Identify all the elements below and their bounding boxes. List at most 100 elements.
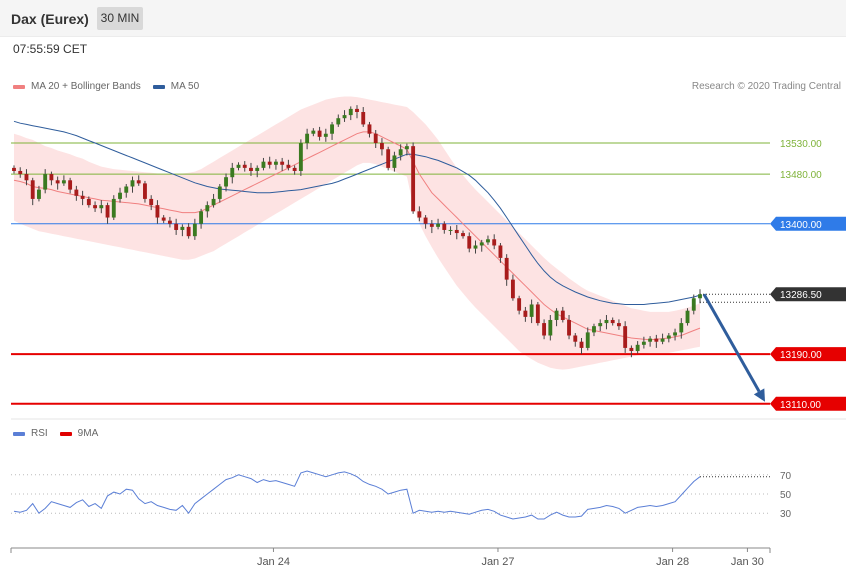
- candle-up: [230, 167, 235, 178]
- candle-up: [673, 332, 677, 336]
- level-label: 13530.00: [780, 139, 822, 150]
- candle-down: [573, 335, 578, 342]
- ma20-legend-label: MA 20 + Bollinger Bands: [31, 81, 141, 92]
- candle-down: [86, 198, 91, 206]
- candle-up: [635, 344, 640, 352]
- level-tag: [770, 396, 846, 411]
- candle-down: [55, 180, 60, 184]
- candle-up: [486, 239, 490, 243]
- candle-down: [167, 220, 172, 224]
- level-label: 13286.50: [780, 290, 822, 301]
- candle-down: [380, 143, 384, 150]
- candle-up: [691, 298, 696, 311]
- x-axis-label: Jan 27: [481, 556, 514, 568]
- projection-layer: [702, 293, 765, 402]
- candle-up: [529, 304, 534, 317]
- candle-up: [180, 226, 185, 230]
- candle-up: [648, 338, 653, 342]
- candle-up: [323, 133, 328, 137]
- candle-up: [192, 223, 197, 237]
- ma50-swatch: [152, 84, 165, 89]
- candle-down: [280, 161, 285, 165]
- candle-down: [355, 108, 359, 112]
- candle-up: [205, 205, 210, 212]
- candle-down: [80, 195, 85, 199]
- candle-down: [18, 170, 23, 175]
- projection-arrow-line: [702, 293, 761, 393]
- rsi-9ma-swatch: [59, 431, 72, 436]
- candle-up: [61, 180, 66, 184]
- candle-down: [523, 310, 528, 317]
- candle-up: [43, 174, 48, 190]
- candle-down: [30, 180, 35, 199]
- candle-down: [442, 223, 447, 230]
- candle-up: [448, 229, 453, 231]
- candle-up: [37, 189, 41, 199]
- ma20-swatch: [13, 84, 25, 89]
- ma-lines-layer: [13, 120, 701, 341]
- candle-up: [473, 245, 478, 249]
- candle-up: [224, 177, 228, 187]
- price-legend: MA 20 + Bollinger Bands MA 50: [13, 81, 199, 92]
- candle-up: [548, 319, 553, 336]
- candle-down: [492, 239, 497, 246]
- candle-up: [685, 310, 690, 324]
- candle-down: [286, 164, 291, 168]
- candle-up: [118, 192, 122, 199]
- candle-down: [510, 279, 515, 299]
- candle-down: [361, 112, 366, 125]
- candle-down: [74, 189, 79, 196]
- candle-up: [641, 341, 646, 345]
- candle-up: [311, 130, 316, 134]
- candle-down: [616, 323, 621, 327]
- level-tag: [770, 287, 846, 302]
- candle-up: [479, 242, 484, 246]
- rsi-9ma-legend-label: 9MA: [77, 428, 99, 439]
- candle-up: [111, 198, 116, 218]
- candle-down: [136, 180, 141, 184]
- level-tags-layer: 13530.00 13480.00 13400.00 13286.50 13190.00…: [770, 139, 846, 411]
- candle-down: [24, 174, 29, 181]
- candle-down: [579, 341, 584, 348]
- candle-down: [623, 326, 628, 348]
- candle-down: [292, 167, 297, 171]
- candle-up: [679, 323, 684, 333]
- candle-up: [305, 133, 310, 144]
- timeframe-button[interactable]: 30 MIN: [97, 7, 143, 30]
- candle-down: [535, 304, 540, 324]
- candle-up: [398, 149, 403, 156]
- candle-up: [660, 338, 665, 342]
- candle-down: [49, 174, 54, 181]
- candle-up: [392, 155, 397, 168]
- rsi-panel: 70 50 30: [11, 418, 846, 520]
- candle-up: [336, 118, 341, 125]
- candle-up: [404, 146, 409, 150]
- candle-down: [93, 205, 98, 209]
- candle-up: [211, 198, 216, 206]
- candle-down: [610, 319, 615, 324]
- candle-up: [698, 294, 702, 299]
- candle-down: [504, 257, 509, 280]
- x-axis-label: Jan 28: [656, 556, 689, 568]
- bollinger-band: [14, 96, 700, 370]
- candle-down: [386, 149, 391, 168]
- candle-up: [99, 205, 104, 209]
- candle-up: [348, 108, 353, 116]
- candle-down: [417, 211, 422, 218]
- candle-up: [666, 335, 671, 339]
- candle-up: [585, 332, 590, 348]
- candle-up: [236, 164, 241, 168]
- candle-down: [143, 183, 147, 199]
- rsi-tick-label: 70: [780, 471, 792, 482]
- candle-down: [249, 167, 253, 171]
- level-tag: [770, 216, 846, 231]
- ma20-line: [13, 131, 701, 341]
- level-label: 13480.00: [780, 170, 822, 181]
- projection-arrowhead: [753, 388, 765, 402]
- candle-down: [149, 198, 154, 206]
- candles-layer: [12, 105, 702, 358]
- candle-up: [604, 319, 609, 324]
- timestamp: 07:55:59 CET: [13, 42, 88, 56]
- candle-up: [330, 124, 334, 134]
